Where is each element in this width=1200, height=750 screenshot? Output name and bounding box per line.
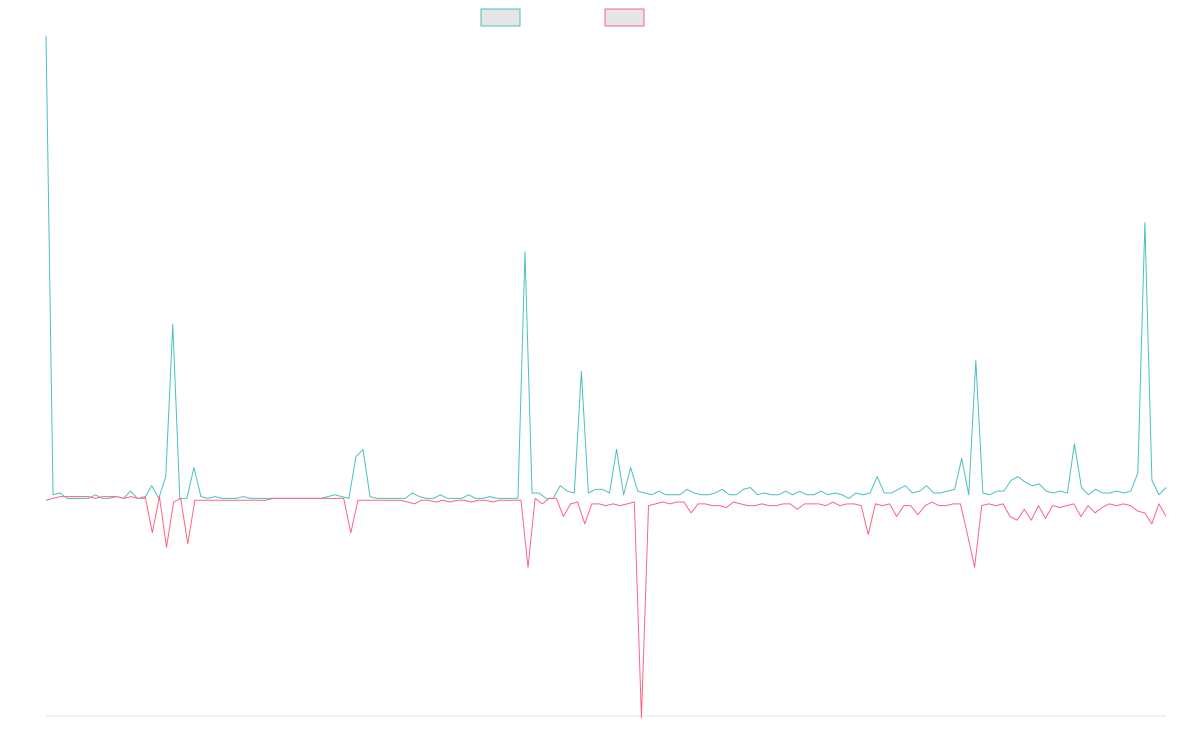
chart-legend — [480, 8, 645, 27]
series-line-2 — [45, 496, 1167, 719]
legend-swatch-series-2[interactable] — [604, 8, 645, 27]
series-line-1 — [45, 35, 1167, 499]
legend-swatch-series-1[interactable] — [480, 8, 521, 27]
series-layer — [45, 35, 1167, 719]
